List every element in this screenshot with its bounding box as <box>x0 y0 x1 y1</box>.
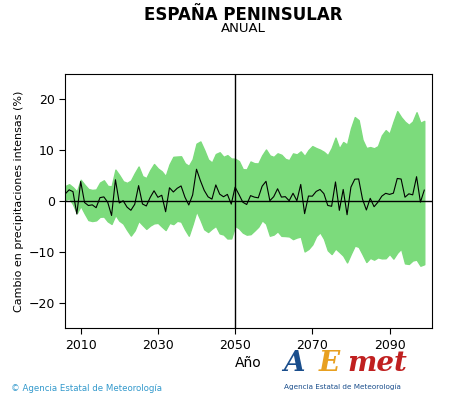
Text: Agencia Estatal de Meteorología: Agencia Estatal de Meteorología <box>284 384 400 390</box>
Y-axis label: Cambio en precipitaciones intensas (%): Cambio en precipitaciones intensas (%) <box>14 90 24 312</box>
X-axis label: Año: Año <box>235 356 262 370</box>
Text: ESPAÑA PENINSULAR: ESPAÑA PENINSULAR <box>144 6 342 24</box>
Text: A: A <box>284 351 305 377</box>
Text: © Agencia Estatal de Meteorología: © Agencia Estatal de Meteorología <box>11 384 162 393</box>
Text: E: E <box>319 351 340 377</box>
Text: ANUAL: ANUAL <box>220 22 266 35</box>
Text: met: met <box>347 351 407 377</box>
